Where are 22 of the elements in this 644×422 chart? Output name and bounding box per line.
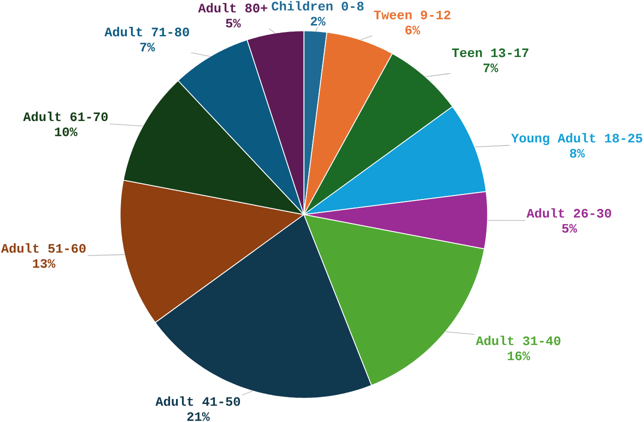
data-label: 5%: [562, 224, 577, 233]
slice-label: Tween 9-12: [374, 10, 450, 20]
slice-label: Teen 13-17: [452, 48, 528, 58]
slice-label: Adult 80+: [198, 2, 268, 12]
slice-label: Young Adult 18-25: [511, 133, 642, 146]
data-label: 5%: [226, 18, 241, 28]
data-label: 7%: [484, 64, 498, 72]
slice-label: Children 0-8: [272, 1, 364, 11]
data-label: 2%: [310, 16, 326, 26]
slice-label: Adult 51-60: [1, 243, 86, 253]
data-label: 13%: [32, 259, 56, 268]
slice-label: Adult 71-80: [104, 26, 190, 36]
data-label: 10%: [55, 127, 78, 136]
slice-label: Adult 26-30: [526, 208, 612, 218]
data-label: 7%: [140, 42, 155, 52]
data-label: 21%: [187, 412, 210, 421]
data-label: 16%: [508, 351, 530, 360]
data-label: 6%: [405, 26, 420, 34]
slice-label: Adult 41-50: [155, 396, 240, 406]
slice-label: Adult 61-70: [23, 112, 108, 122]
slice-label: Adult 31-40: [476, 336, 560, 346]
data-label: 8%: [570, 148, 585, 158]
